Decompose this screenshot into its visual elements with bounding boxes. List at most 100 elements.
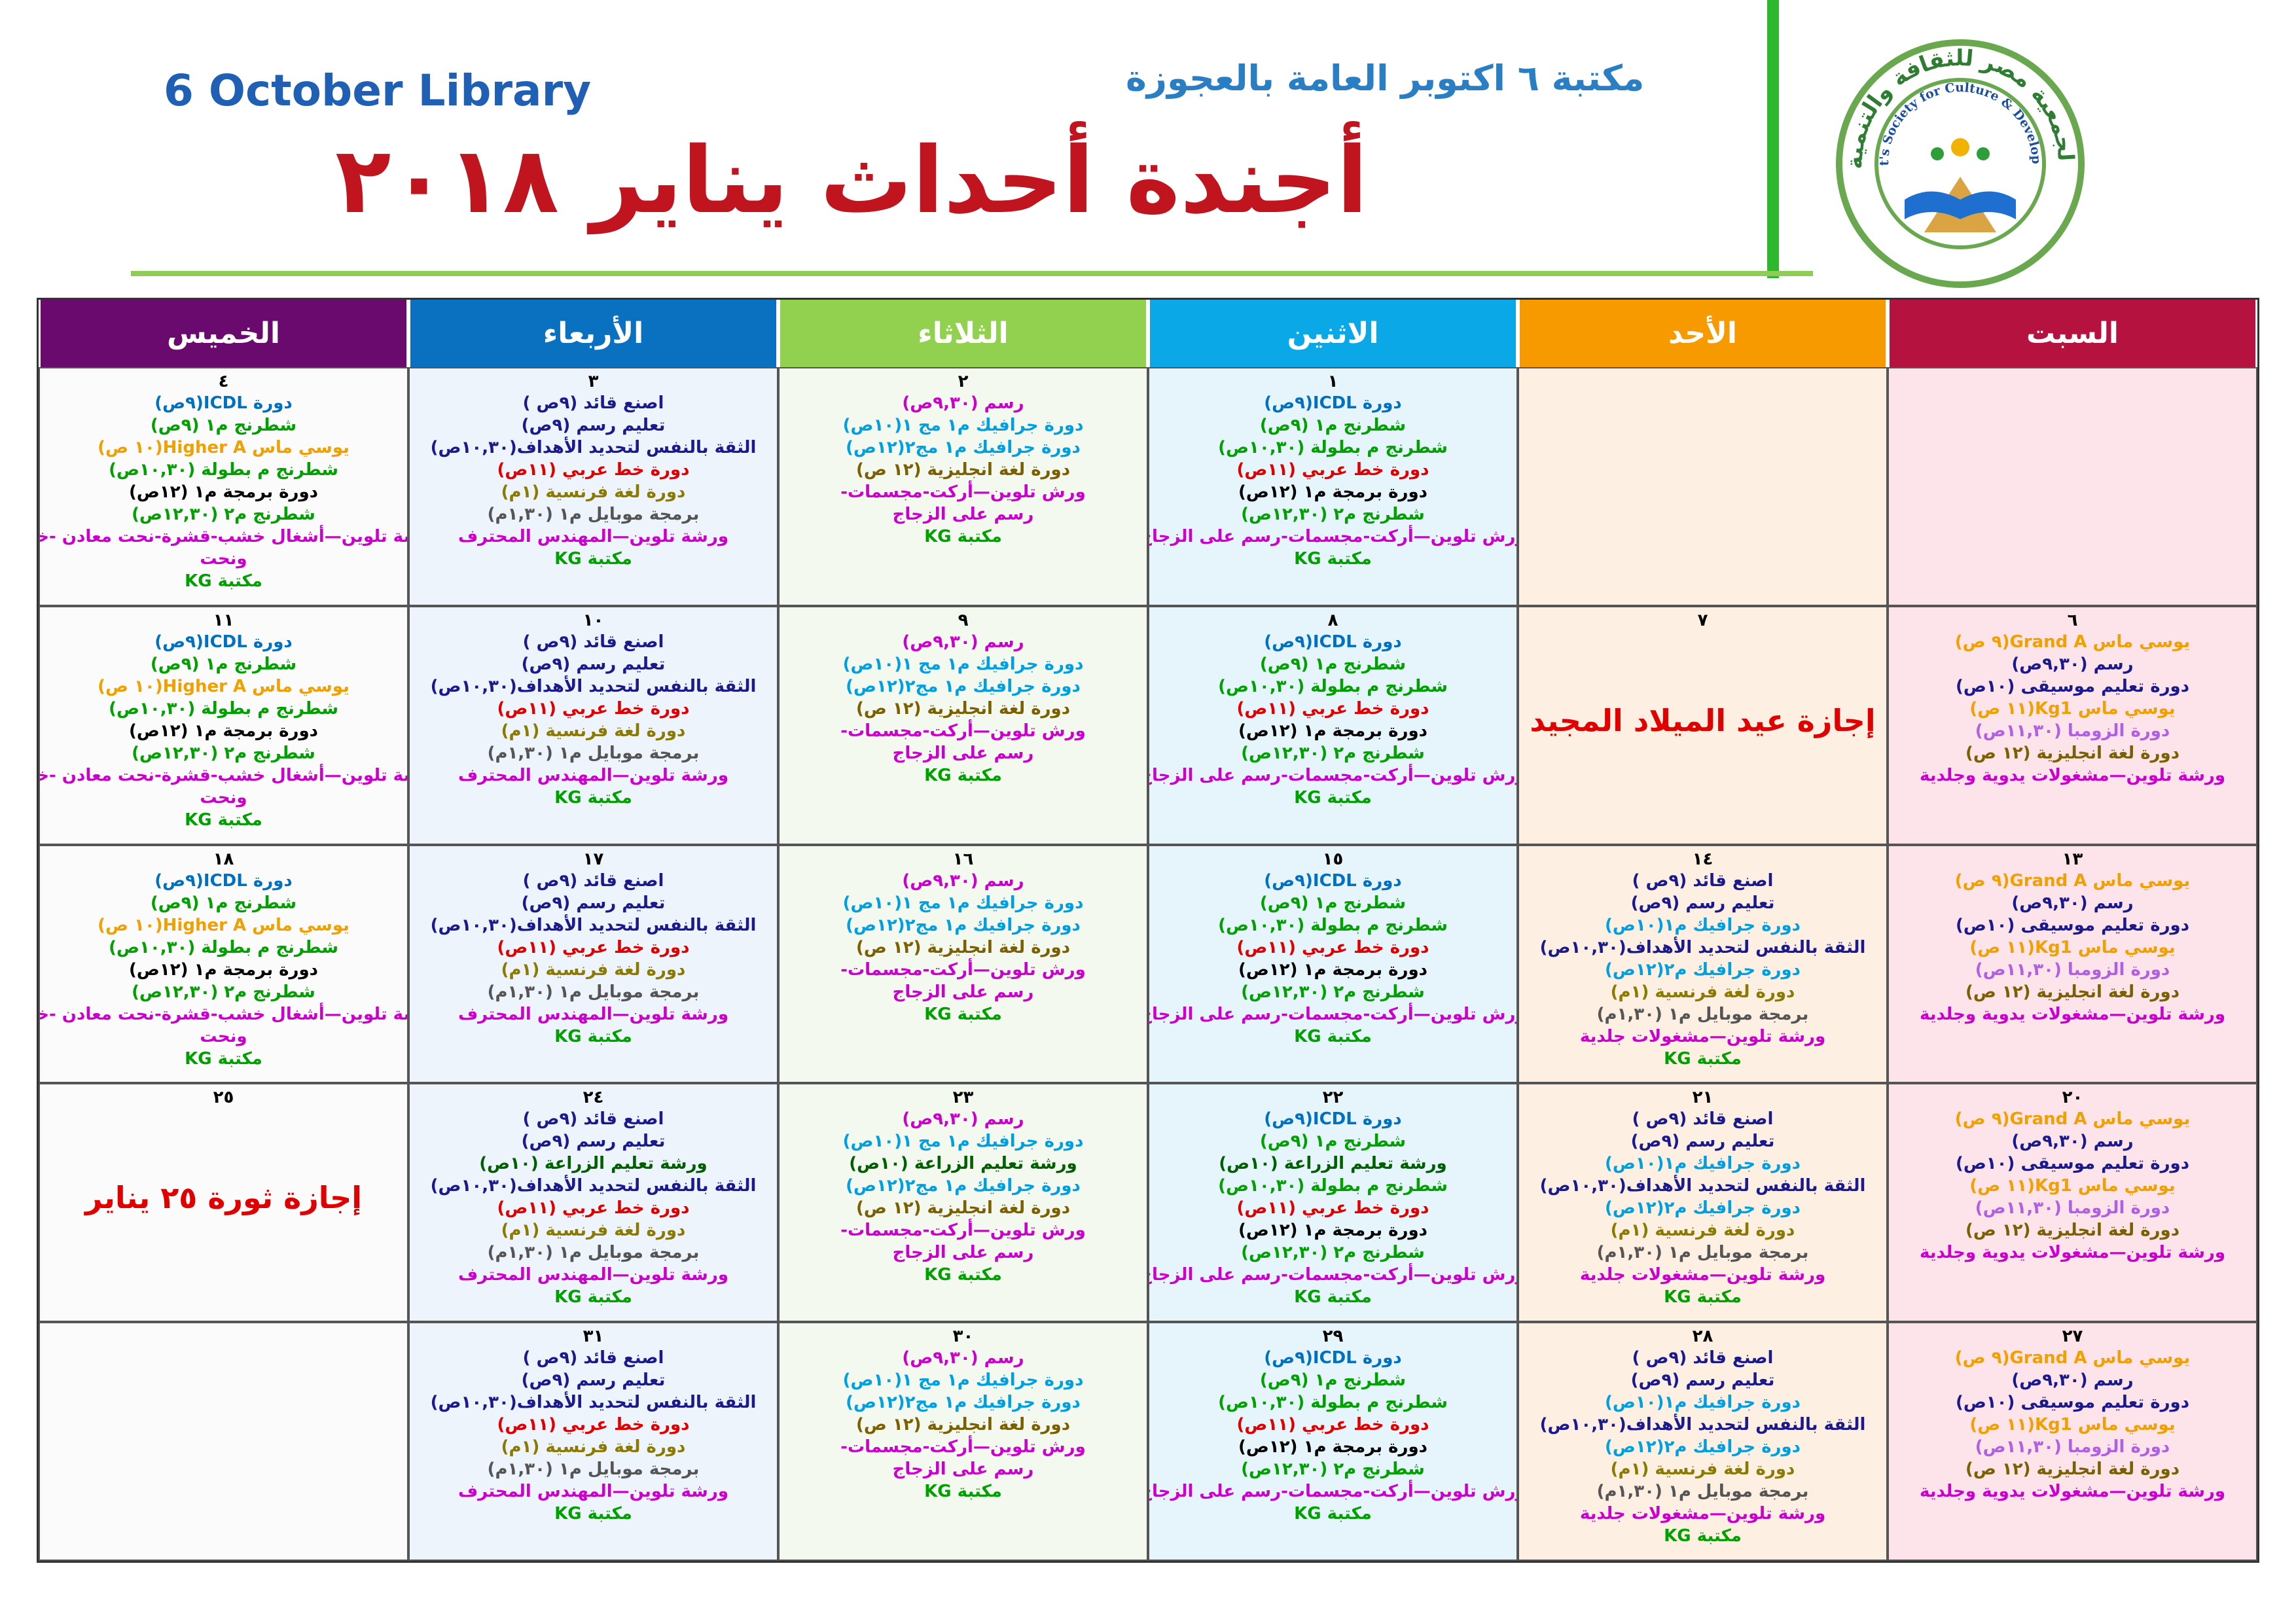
- activity: ورشة تلوين—أشغال خشب-قشرة-نحت معادن -خزف: [39, 765, 407, 785]
- activity: رسم (٩,٣٠ص): [902, 1109, 1024, 1130]
- activity: رسم على الزجاج: [892, 743, 1034, 763]
- activity: رسم (٩,٣٠ص): [902, 1348, 1024, 1368]
- activity: شطرنج م بطولة (١٠,٣٠ص): [1218, 915, 1448, 935]
- activity: دورة ICDL(٩ص): [1264, 632, 1402, 652]
- activity: برمجة موبايل م١ (١,٣٠م): [1596, 1482, 1809, 1502]
- activity: الثقة بالنفس لتحديد الأهداف(١٠,٣٠ص): [1539, 937, 1866, 957]
- day-cell: ١٥ دورة ICDL(٩ص) شطرنج م١ (٩ص) شطرنج م بطول…: [1148, 844, 1518, 1084]
- activity: تعليم رسم (٩ص): [521, 1132, 666, 1152]
- activity: يوسي ماس Grand A(٩ ص): [1954, 632, 2191, 652]
- activity: يوسي ماس Grand A(٩ ص): [1954, 1109, 2191, 1130]
- day-cell: ١ دورة ICDL(٩ص) شطرنج م١ (٩ص) شطرنج م بطولة…: [1148, 367, 1518, 606]
- activity: رسم (٩,٣٠ص): [902, 870, 1024, 891]
- activity: مكتبة KG: [1664, 1526, 1742, 1546]
- day-header: الثلاثاء: [778, 300, 1148, 367]
- activity: دورة الزومبا (١١,٣٠ص): [1975, 721, 2170, 741]
- activity: دورة خط عربي (١١ص): [1236, 1415, 1429, 1435]
- activity: مكتبة KG: [1664, 1287, 1742, 1308]
- activity: دورة تعليم موسيقى (١٠ص): [1955, 1393, 2190, 1413]
- activity: ورش تلوين—أركت-مجسمات-: [840, 959, 1086, 980]
- activity: رسم (٩,٣٠ص): [902, 393, 1024, 413]
- activity: شطرنج م٢ (١٢,٣٠ص): [1241, 505, 1425, 524]
- activity: شطرنج م١ (٩ص): [1259, 893, 1407, 913]
- day-cell: ١٣ يوسي ماس Grand A(٩ ص) رسم (٩,٣٠ص) دورة ت…: [1888, 844, 2257, 1084]
- activity: ونحت: [200, 1026, 247, 1046]
- activity: دورة الزومبا (١١,٣٠ص): [1975, 1198, 2170, 1219]
- activity: شطرنج م٢ (١٢,٣٠ص): [132, 743, 315, 763]
- activity: دورة جرافيك م١ مج ١(١٠ص): [842, 416, 1084, 435]
- activity: شطرنج م بطولة (١٠,٣٠ص): [1218, 1176, 1448, 1196]
- day-number: ٢٠: [2062, 1088, 2083, 1108]
- day-cell: ٢٤ اصنع قائد (٩ص ) تعليم رسم (٩ص) ورشة تعلي…: [408, 1083, 778, 1323]
- activity: مكتبة KG: [924, 1482, 1002, 1502]
- activity: دورة تعليم موسيقى (١٠ص): [1955, 1154, 2190, 1174]
- day-cell: [1518, 367, 1888, 606]
- day-cell: ١٦ رسم (٩,٣٠ص) دورة جرافيك م١ مج ١(١٠ص) دور…: [778, 844, 1148, 1084]
- activity: ورشة تلوين—المهندس المحترف: [457, 1265, 729, 1285]
- day-number: ١٨: [213, 849, 234, 869]
- activity: رسم (٩,٣٠ص): [2011, 893, 2134, 913]
- day-cell: ٣٠ رسم (٩,٣٠ص) دورة جرافيك م١ مج ١(١٠ص) دور…: [778, 1322, 1148, 1561]
- activity: دورة لغة فرنسية (١م): [1610, 982, 1795, 1002]
- activity: برمجة موبايل م١ (١,٣٠م): [1596, 1243, 1809, 1263]
- day-header: الخميس: [39, 300, 408, 367]
- activity: دورة جرافيك م١(١٠ص): [1604, 915, 1801, 935]
- activity: ورش تلوين—أركت-مجسمات-رسم على الزجاج: [1148, 1004, 1518, 1024]
- day-cell: ١٠ اصنع قائد (٩ص ) تعليم رسم (٩ص) الثقة بال…: [408, 605, 778, 845]
- day-cell: ٢٥ إجازة ثورة ٢٥ يناير: [39, 1083, 408, 1323]
- activity: برمجة موبايل م١ (١,٣٠م): [487, 1459, 700, 1480]
- day-number: ١٠: [583, 610, 604, 630]
- activity: برمجة موبايل م١ (١,٣٠م): [487, 982, 700, 1002]
- activity: دورة برمجة م١ (١٢ص): [129, 959, 318, 980]
- activity: ورش تلوين—أركت-مجسمات-: [840, 1437, 1086, 1457]
- activity: شطرنج م١ (٩ص): [1259, 1370, 1407, 1391]
- activity: دورة برمجة م١ (١٢ص): [1238, 1437, 1427, 1457]
- activity: دورة برمجة م١ (١٢ص): [1238, 1221, 1427, 1241]
- day-cell: ٣١ اصنع قائد (٩ص ) تعليم رسم (٩ص) الثقة بال…: [408, 1322, 778, 1561]
- activity: دورة جرافيك م١ مج ١(١٠ص): [842, 893, 1084, 913]
- day-cell: ٩ رسم (٩,٣٠ص) دورة جرافيك م١ مج ١(١٠ص) دورة…: [778, 605, 1148, 845]
- day-number: ١٦: [952, 849, 974, 869]
- day-number: ٣١: [583, 1327, 604, 1347]
- activity: ورشة تلوين—مشغولات يدوية وجلدية: [1920, 1482, 2226, 1502]
- day-number: ٢٢: [1322, 1088, 1344, 1108]
- day-cell: ٤ دورة ICDL(٩ص) شطرنج م١ (٩ص) يوسي ماس High…: [39, 367, 408, 606]
- activity: شطرنج م٢ (١٢,٣٠ص): [1241, 1243, 1425, 1263]
- activity: الثقة بالنفس لتحديد الأهداف(١٠,٣٠ص): [430, 915, 757, 935]
- day-cell: ٦ يوسي ماس Grand A(٩ ص) رسم (٩,٣٠ص) دورة تع…: [1888, 605, 2257, 845]
- activity: مكتبة KG: [1294, 787, 1372, 808]
- day-cell: ٢٣ رسم (٩,٣٠ص) دورة جرافيك م١ مج ١(١٠ص) ورش…: [778, 1083, 1148, 1323]
- activity: دورة لغة فرنسية (١م): [501, 1437, 686, 1457]
- divider: [1767, 0, 1779, 278]
- activity: دورة خط عربي (١١ص): [1236, 937, 1429, 957]
- day-number: ٢١: [1692, 1088, 1713, 1108]
- activity: دورة لغة فرنسية (١م): [1610, 1221, 1795, 1241]
- activity: تعليم رسم (٩ص): [521, 893, 666, 913]
- day-number: ٤: [218, 372, 229, 391]
- day-cell: ٢٨ اصنع قائد (٩ص ) تعليم رسم (٩ص) دورة جراف…: [1518, 1322, 1888, 1561]
- activity: دورة خط عربي (١١ص): [497, 460, 690, 480]
- activity: يوسي ماس Higher A(١٠ ص): [98, 676, 350, 696]
- activity: شطرنج م بطولة (١٠,٣٠ص): [1218, 1393, 1448, 1413]
- activity: دورة ICDL(٩ص): [1264, 393, 1402, 413]
- activity: يوسي ماس Grand A(٩ ص): [1954, 870, 2191, 891]
- day-number: ٣: [588, 372, 599, 391]
- activity: ورشة تلوين—مشغولات جلدية: [1579, 1265, 1826, 1285]
- activity: ورشة تلوين—المهندس المحترف: [457, 1482, 729, 1502]
- activity: ورشة تلوين—أشغال خشب-قشرة-نحت معادن -خزف: [39, 1004, 407, 1024]
- activity: اصنع قائد (٩ص ): [1632, 870, 1774, 891]
- activity: برمجة موبايل م١ (١,٣٠م): [1596, 1004, 1809, 1024]
- activity: دورة لغة انجليزية (١٢ ص): [1965, 1459, 2180, 1480]
- activity: دورة جرافيك م١(١٠ص): [1604, 1154, 1801, 1174]
- activity: شطرنج م١ (٩ص): [1259, 654, 1407, 674]
- day-header: الأحد: [1518, 300, 1888, 367]
- day-number: ٢٩: [1322, 1327, 1344, 1347]
- activity: رسم على الزجاج: [892, 1459, 1034, 1480]
- activity: شطرنج م١ (٩ص): [150, 893, 297, 913]
- activity: ورشة تعليم الزراعة (١٠ص): [849, 1154, 1077, 1174]
- activity: مكتبة KG: [554, 549, 632, 569]
- activity: ورشة تلوين—أشغال خشب-قشرة-نحت معادن -خزف: [39, 527, 407, 546]
- day-cell: ٢١ اصنع قائد (٩ص ) تعليم رسم (٩ص) دورة جراف…: [1518, 1083, 1888, 1323]
- activity: رسم (٩,٣٠ص): [2011, 1132, 2134, 1152]
- activity: برمجة موبايل م١ (١,٣٠م): [487, 743, 700, 763]
